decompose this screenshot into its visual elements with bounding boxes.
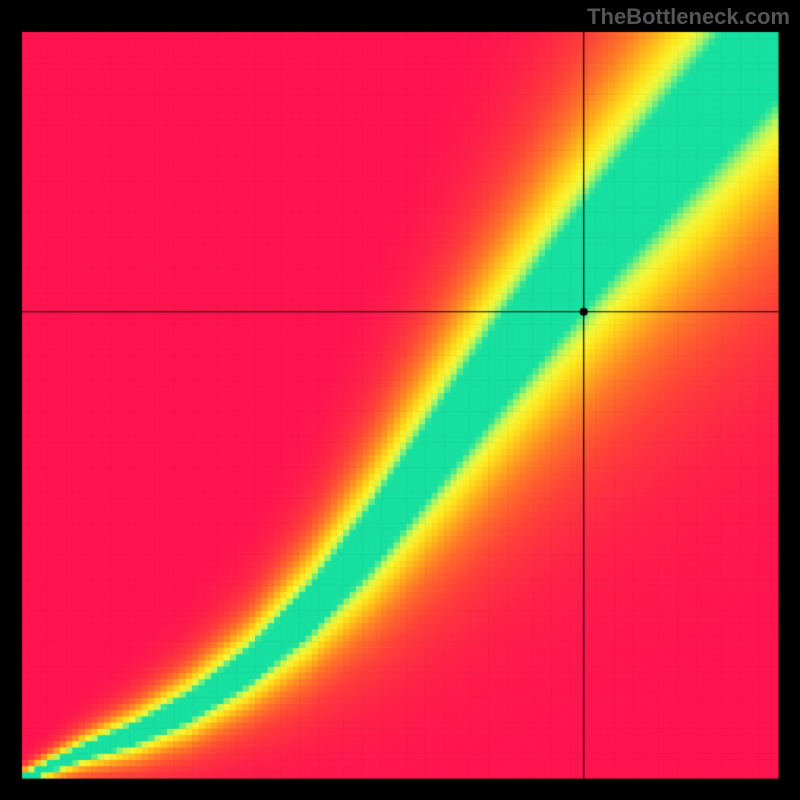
watermark-text: TheBottleneck.com [587, 4, 790, 30]
bottleneck-heatmap [0, 0, 800, 800]
